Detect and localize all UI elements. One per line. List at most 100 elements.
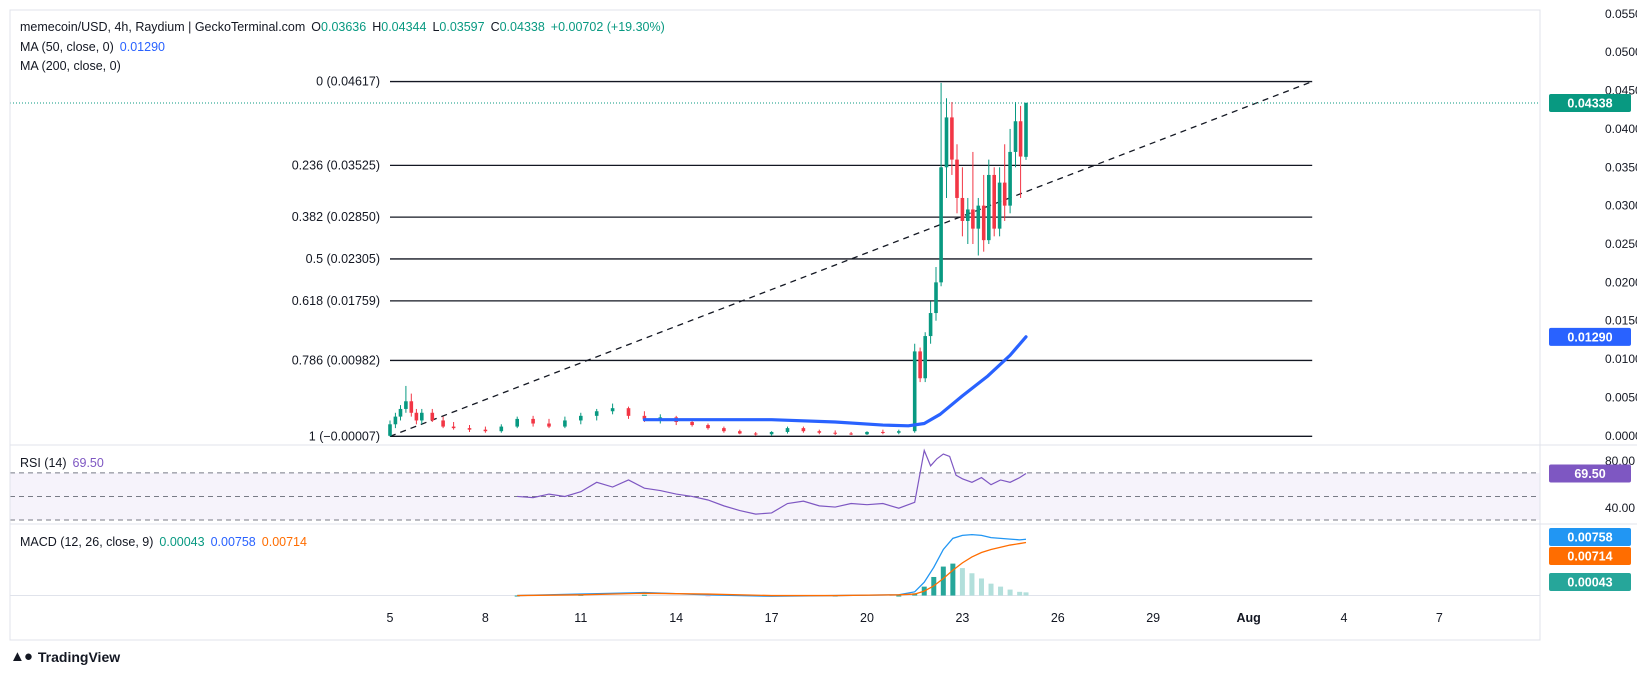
candle-body <box>966 209 970 221</box>
candle-body <box>923 336 927 379</box>
candle-body <box>393 416 398 425</box>
macd-histogram-bar <box>978 578 984 596</box>
time-tick-label: 14 <box>669 611 683 625</box>
time-tick-label: 5 <box>387 611 394 625</box>
candle-body <box>950 117 954 160</box>
fib-level-label: 1 (−0.00007) <box>309 429 380 443</box>
candle-body <box>414 412 419 421</box>
price-tick-label: 0.00500 <box>1605 390 1637 404</box>
macd-histogram-bar <box>940 566 946 596</box>
macd-signal-badge-bg <box>1549 547 1631 565</box>
candle-body <box>547 423 551 427</box>
candle-body <box>690 421 694 426</box>
time-tick-label: 8 <box>482 611 489 625</box>
macd-badge-bg <box>1549 528 1631 546</box>
macd-histogram-bar <box>1023 592 1029 596</box>
price-tick-label: 0.02000 <box>1605 275 1637 289</box>
candle-body <box>833 432 837 434</box>
macd-pane <box>10 534 1540 597</box>
macd-legend: MACD (12, 26, close, 9) 0.00043 0.00758 0.0… <box>20 535 307 549</box>
candle-body <box>594 411 599 416</box>
ma200-label: MA (200, close, 0) <box>20 59 121 73</box>
ma50-price-badge-bg <box>1549 327 1631 346</box>
candle-body <box>992 174 996 229</box>
macd-histogram-bar <box>514 595 520 597</box>
candle-body <box>642 415 647 419</box>
candle-body <box>409 401 414 413</box>
macd-label: MACD (12, 26, close, 9) <box>20 535 154 549</box>
brand-footer: ▲● TradingView <box>10 648 120 665</box>
ma50-price-badge: 0.01290 <box>1567 330 1612 344</box>
candle-body <box>1018 121 1023 157</box>
price-tick-label: 0.03500 <box>1605 160 1637 174</box>
fib-level-label: 0.618 (0.01759) <box>292 294 380 308</box>
time-tick-label: 4 <box>1341 611 1348 625</box>
rsi-badge: 69.50 <box>1574 467 1605 481</box>
rsi-line <box>517 448 1027 515</box>
candle-body <box>499 426 504 432</box>
macd-histogram-bar <box>896 595 902 597</box>
rsi-badge-bg <box>1549 464 1631 483</box>
candle-body <box>441 420 445 427</box>
open-label: O <box>311 20 322 34</box>
price-tick-label: 0.03000 <box>1605 199 1637 213</box>
candle-body <box>817 431 822 433</box>
macd-histogram-bar <box>1007 589 1013 596</box>
candle-body <box>785 428 790 432</box>
macd-line <box>517 534 1027 597</box>
candle-body <box>849 433 853 435</box>
low-value: 0.03597 <box>439 20 485 34</box>
macd-histogram-bar <box>641 594 647 596</box>
candle-body <box>997 182 1002 229</box>
last-price-badge-bg <box>1549 93 1631 112</box>
brand-name: TradingView <box>37 648 121 665</box>
candle-body <box>467 428 472 430</box>
macd-signal-line <box>517 541 1027 597</box>
candle-body <box>928 313 933 337</box>
macd-histogram-bar <box>959 568 965 596</box>
candle-body <box>398 408 403 417</box>
candle-body <box>971 209 975 229</box>
candle-body <box>610 408 615 412</box>
open-value: 0.03636 <box>321 20 367 34</box>
low-label: L <box>432 20 440 34</box>
candle-body <box>769 431 774 435</box>
candle-body <box>404 401 408 409</box>
candle-body <box>881 431 885 433</box>
candle-body <box>626 408 631 416</box>
candle-body <box>944 117 949 168</box>
rsi-tick-label: 40.00 <box>1605 501 1635 515</box>
time-tick-label: 23 <box>955 611 969 625</box>
candle-body <box>388 424 392 436</box>
time-tick-label: 26 <box>1051 611 1065 625</box>
time-tick-label: 17 <box>765 611 779 625</box>
candle-body <box>563 420 567 427</box>
candle-body <box>430 412 435 421</box>
price-tick-label: 0.01500 <box>1605 314 1637 328</box>
macd-hist-badge-bg <box>1549 573 1631 591</box>
price-tick-label: 0.02500 <box>1605 237 1637 251</box>
candle-body <box>738 431 742 434</box>
price-tick-label: 0.05500 <box>1605 7 1637 21</box>
symbol-legend: memecoin/USD, 4h, Raydium | GeckoTermina… <box>20 20 665 34</box>
candle-body <box>865 431 869 435</box>
ma50-label: MA (50, close, 0) <box>20 40 114 54</box>
candle-body <box>515 418 519 427</box>
change-value: +0.00702 (+19.30%) <box>550 20 665 34</box>
macd-histogram-bar <box>998 586 1004 596</box>
price-pane: 0 (0.04617) 0.236 (0.03525) 0.382 (0.02850… <box>10 75 1540 443</box>
macd-line-value: 0.00758 <box>210 535 256 549</box>
fib-level-label: 0.5 (0.02305) <box>306 252 380 266</box>
rsi-legend: RSI (14) 69.50 <box>20 456 104 470</box>
macd-signal-badge: 0.00714 <box>1567 550 1612 564</box>
candle-body <box>934 282 938 314</box>
axes: 0.055000.050000.045000.040000.035000.030… <box>9 7 1637 641</box>
fib-level-label: 0.236 (0.03525) <box>292 158 380 172</box>
price-tick-label: 0.01000 <box>1605 352 1637 366</box>
candle-body <box>897 431 901 433</box>
close-value: 0.04338 <box>499 20 545 34</box>
macd-hist-badge: 0.00043 <box>1567 576 1612 590</box>
macd-badge: 0.00758 <box>1567 531 1612 545</box>
